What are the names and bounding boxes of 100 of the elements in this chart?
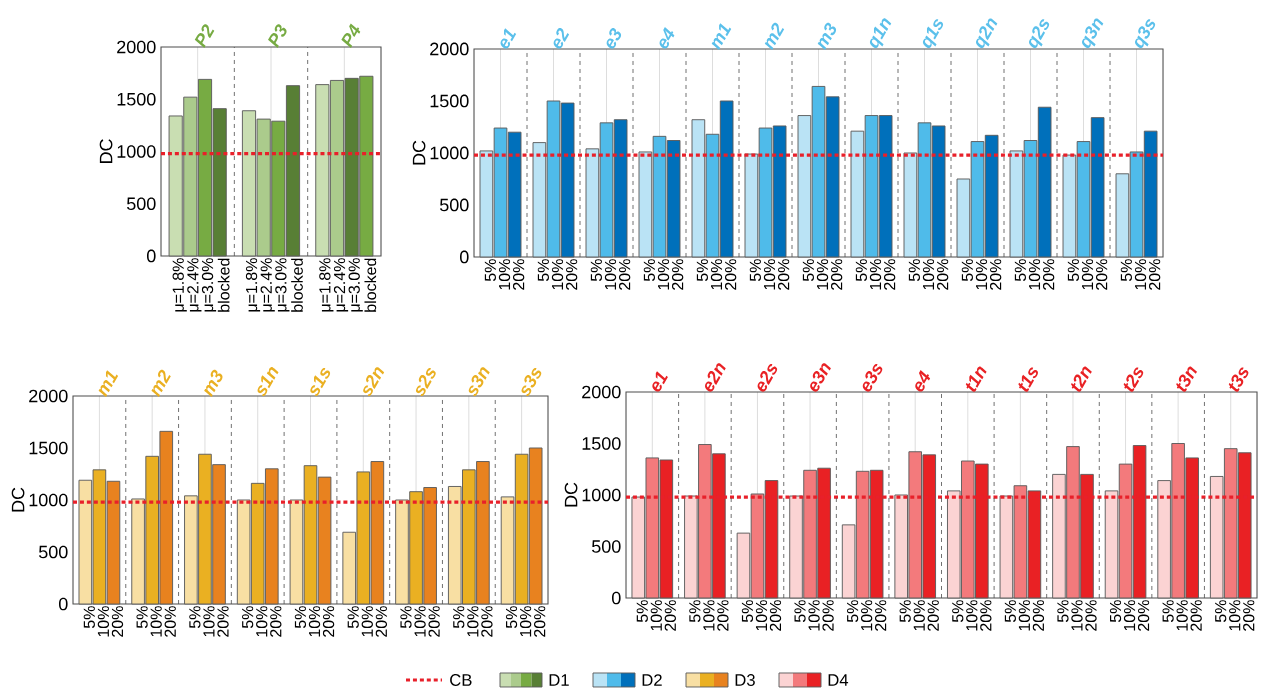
x-tick-label: q2n [975, 18, 998, 49]
x-tick-label: t2n [1071, 366, 1092, 392]
x-tick-label: t3n [1176, 366, 1197, 392]
y-tick-label: 1500 [117, 92, 156, 106]
x-tick-label: P2 [194, 24, 215, 49]
text: μ=2.4% [333, 258, 349, 312]
legend-title: D4 [828, 674, 849, 686]
text: 5% [952, 600, 964, 623]
legend-title: D3 [735, 674, 755, 686]
text: 10% [860, 600, 873, 631]
y-tick-label: 1000 [582, 488, 621, 502]
x-tick-label: P4 [341, 23, 361, 49]
legend-title: D1 [549, 674, 569, 686]
x-tick-label: m1 [98, 370, 119, 398]
text: 20% [875, 600, 887, 631]
text: 10% [498, 259, 511, 290]
text: 5% [453, 606, 465, 629]
text: 10% [1081, 259, 1094, 290]
text: 10% [913, 600, 925, 631]
text: 10% [703, 600, 715, 631]
text: 10% [467, 606, 479, 637]
text: 5% [484, 259, 496, 282]
x-tick-label: s1n [257, 367, 279, 397]
text: blocked [217, 258, 230, 312]
x-tick-label: t1s [1018, 367, 1038, 392]
x-tick-label: s3s [521, 368, 542, 397]
text: 5% [855, 259, 867, 282]
y-tick-label: 1500 [430, 94, 469, 108]
text: 5% [689, 600, 701, 623]
text: 20% [1042, 259, 1055, 290]
text: 20% [111, 606, 124, 637]
text: 20% [980, 600, 992, 631]
text: 20% [1085, 600, 1097, 631]
text: 20% [217, 606, 229, 637]
text: 10% [966, 600, 978, 631]
text: 5% [741, 600, 754, 623]
x-tick-label: s2n [363, 367, 385, 397]
text: μ=2.4% [187, 258, 202, 312]
text: 10% [710, 259, 723, 290]
y-tick-label: 1500 [582, 437, 621, 450]
text: 20% [481, 606, 493, 637]
text: 10% [519, 606, 532, 637]
x-tick-label: m3 [204, 369, 223, 398]
text: 5% [136, 606, 148, 629]
text: 10% [256, 606, 268, 637]
x-tick-label: s3n [468, 367, 490, 397]
text: 5% [1004, 600, 1016, 623]
x-tick-label: P3 [268, 24, 287, 49]
text: 10% [763, 259, 776, 290]
text: 10% [808, 600, 820, 631]
y-tick-label: 500 [591, 540, 621, 553]
text: 5% [636, 600, 648, 623]
text: 5% [696, 259, 708, 282]
text: 5% [537, 259, 549, 282]
text: 20% [1137, 600, 1150, 631]
x-tick-label: m1 [711, 23, 732, 51]
y-axis-title: DC [564, 482, 578, 507]
text: 5% [1057, 600, 1069, 623]
text: 5% [846, 600, 859, 623]
text: 5% [189, 606, 201, 629]
text: 5% [1120, 259, 1132, 282]
text: 10% [1229, 600, 1241, 631]
y-tick-label: 2000 [582, 385, 621, 399]
text: 5% [1215, 600, 1227, 623]
text: 10% [816, 259, 829, 290]
text: 10% [1028, 259, 1041, 290]
y-tick-label: 1000 [117, 145, 156, 158]
text: μ=1.8% [172, 258, 187, 312]
y-tick-label: 0 [612, 591, 621, 605]
x-tick-label: e2s [757, 364, 778, 392]
text: 20% [671, 259, 684, 290]
text: 20% [724, 259, 737, 290]
x-tick-label: e2n [705, 363, 726, 392]
text: 5% [1109, 600, 1122, 623]
legend-label: CB [450, 674, 472, 686]
text: 5% [643, 259, 655, 282]
text: 10% [1071, 600, 1083, 631]
x-tick-label: e3 [606, 27, 622, 49]
text: 10% [308, 606, 321, 637]
text: μ=1.8% [245, 258, 261, 312]
y-tick-label: 500 [38, 545, 68, 559]
text: 5% [908, 259, 920, 282]
text: 5% [802, 259, 814, 282]
text: 10% [755, 600, 768, 631]
text: μ=3.0% [201, 258, 217, 312]
y-tick-label: 0 [146, 249, 156, 263]
text: 10% [97, 606, 110, 637]
legend-title: D2 [642, 674, 662, 686]
text: 20% [1095, 259, 1108, 290]
text: 10% [361, 606, 373, 637]
text: 10% [1123, 600, 1136, 631]
y-tick-label: 2000 [29, 389, 68, 403]
text: 20% [717, 600, 729, 631]
text: 10% [1018, 600, 1031, 631]
x-tick-label: e1 [500, 28, 517, 49]
text: 20% [664, 600, 676, 631]
text: 10% [922, 259, 935, 290]
y-tick-label: 1000 [430, 146, 469, 160]
text: 5% [1162, 600, 1174, 623]
text: 10% [1176, 600, 1188, 631]
